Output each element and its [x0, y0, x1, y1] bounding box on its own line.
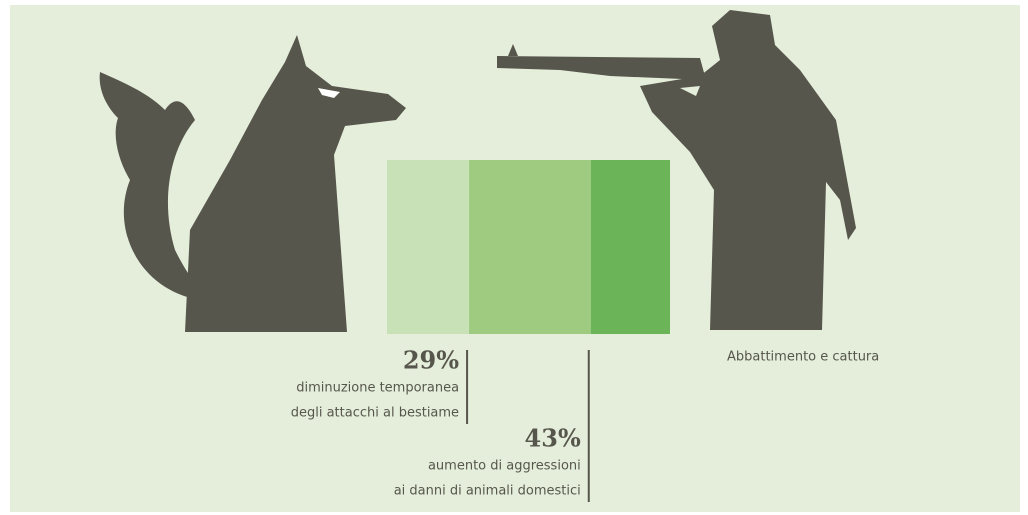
note: degli attacchi al bestiame: [291, 406, 459, 421]
bar-segment: [387, 160, 469, 334]
bar-segment: [591, 160, 670, 334]
note: ai danni di animali domestici: [394, 484, 581, 499]
infographic: Abbattimento e cattura 29% diminuzione te…: [0, 0, 1028, 515]
note: diminuzione temporanea: [296, 381, 459, 396]
note: aumento di aggressioni: [428, 459, 581, 474]
value-label: 29%: [403, 346, 459, 375]
caption: Abbattimento e cattura: [727, 350, 879, 365]
bar-segment: [469, 160, 591, 334]
value-label: 43%: [525, 424, 581, 453]
